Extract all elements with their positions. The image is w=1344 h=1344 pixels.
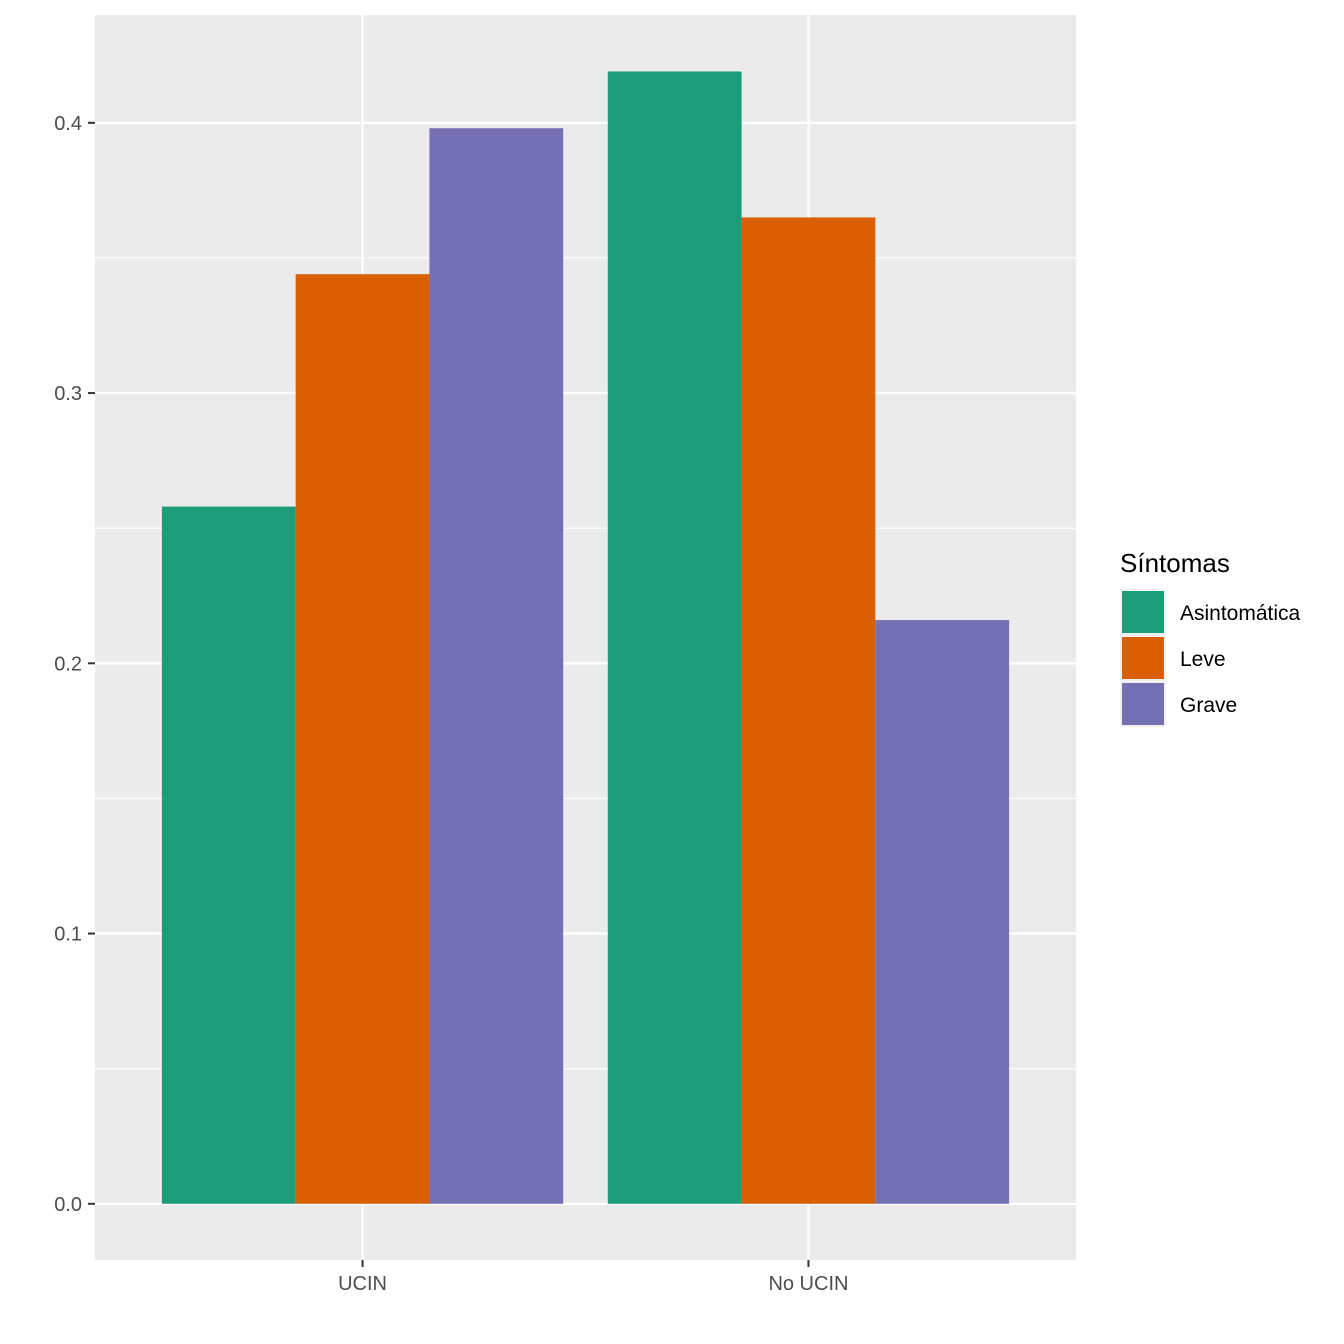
- y-tick-label: 0.4: [54, 113, 82, 135]
- bar: [295, 274, 430, 1204]
- y-tick-label: 0.1: [54, 924, 82, 946]
- legend-label: Leve: [1180, 648, 1226, 671]
- legend-swatch: [1122, 683, 1164, 725]
- axes: 0.0 0.1 0.2 0.3 0.4 UCIN No UCIN: [54, 113, 848, 1295]
- x-tick-label: No UCIN: [768, 1273, 848, 1295]
- bar: [161, 506, 296, 1204]
- y-tick-label: 0.2: [54, 653, 82, 675]
- bar: [741, 217, 876, 1204]
- bar: [607, 71, 742, 1204]
- legend-label: Asintomática: [1180, 602, 1301, 625]
- legend-swatch: [1122, 637, 1164, 679]
- bars: [161, 71, 1010, 1204]
- legend-title: Síntomas: [1120, 548, 1230, 578]
- bar: [429, 128, 564, 1204]
- x-tick-label: UCIN: [338, 1273, 387, 1295]
- legend: Síntomas Asintomática Leve Grave: [1120, 548, 1301, 727]
- bar: [875, 620, 1010, 1204]
- legend-label: Grave: [1180, 694, 1237, 717]
- y-tick-label: 0.3: [54, 383, 82, 405]
- legend-swatch: [1122, 591, 1164, 633]
- y-tick-label: 0.0: [54, 1194, 82, 1216]
